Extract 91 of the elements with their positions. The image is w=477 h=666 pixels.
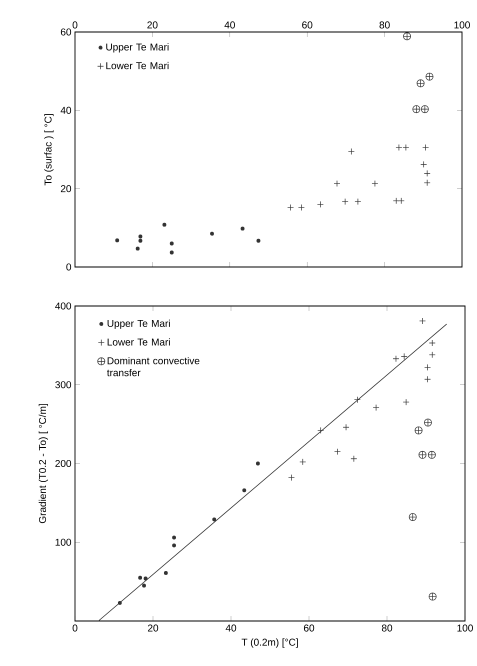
point	[396, 144, 402, 151]
point	[428, 340, 436, 346]
point	[372, 404, 380, 411]
legend-label: Dominant convective transfer	[107, 356, 200, 376]
y-tick-label: 40	[60, 106, 72, 114]
point	[354, 396, 361, 404]
point	[342, 198, 348, 205]
point	[419, 318, 426, 324]
point	[414, 426, 423, 434]
point	[138, 234, 142, 238]
point	[287, 204, 294, 211]
point	[256, 238, 260, 243]
point	[334, 180, 340, 187]
x-tick-label: 80	[382, 624, 392, 632]
point	[317, 200, 324, 208]
x-tick-label: 20	[148, 624, 158, 632]
point	[428, 450, 436, 459]
point	[422, 144, 429, 151]
point	[398, 197, 405, 204]
point	[142, 584, 146, 588]
point	[392, 197, 400, 204]
point	[426, 72, 434, 81]
point	[144, 576, 148, 580]
x-axis-title: T (0.2m) [°C]	[242, 638, 298, 648]
y-tick-label: 300	[55, 381, 72, 388]
point	[428, 592, 437, 601]
point	[288, 474, 295, 482]
legend-label: Upper Te Mari	[106, 43, 168, 53]
x-tick-label: 100	[457, 624, 473, 632]
y-axis-title: Gradient (T0.2 - To) [ °C/m]	[38, 404, 48, 524]
x-tick-label: 80	[380, 21, 390, 28]
point	[392, 355, 400, 362]
y-axis-title: To (surfac ) [ °C]	[44, 114, 54, 186]
point	[334, 448, 341, 456]
point	[242, 488, 246, 492]
point	[138, 238, 142, 243]
point	[420, 105, 429, 114]
point	[402, 398, 410, 406]
point	[424, 364, 431, 371]
point	[138, 576, 142, 580]
point	[317, 427, 324, 434]
y-tick-label: 400	[55, 302, 72, 310]
point	[416, 79, 425, 88]
x-tick-label: 100	[454, 21, 470, 28]
point	[428, 351, 436, 358]
x-tick-label: 20	[147, 21, 158, 28]
point	[256, 462, 260, 466]
y-tick-label: 100	[56, 538, 72, 546]
point	[170, 242, 174, 246]
x-tick-label: 0	[72, 624, 78, 632]
point	[342, 424, 350, 431]
point	[298, 204, 305, 211]
point	[118, 600, 122, 605]
y-tick-label: 60	[60, 28, 72, 36]
legend-label: Upper Te Mari	[108, 320, 170, 329]
point	[354, 198, 362, 205]
point	[424, 418, 432, 426]
point	[162, 222, 166, 227]
point	[424, 170, 431, 177]
point	[424, 179, 431, 186]
point	[172, 543, 176, 548]
point	[418, 450, 426, 459]
point	[164, 571, 168, 575]
point	[350, 455, 358, 462]
point	[372, 180, 378, 187]
point	[403, 32, 411, 40]
point	[408, 513, 417, 521]
point	[412, 105, 420, 114]
point	[348, 148, 355, 155]
point	[400, 353, 408, 360]
y-tick-label: 0	[66, 263, 72, 271]
point	[240, 226, 245, 231]
legend-label: Lower Te Mari	[108, 338, 170, 346]
point	[172, 536, 176, 540]
x-tick-label: 60	[302, 21, 312, 28]
y-tick-label: 20	[60, 185, 72, 192]
point	[420, 161, 428, 168]
point	[299, 458, 306, 466]
x-tick-label: 60	[304, 624, 314, 632]
x-tick-label: 40	[224, 21, 235, 28]
point	[402, 144, 410, 151]
point	[115, 238, 120, 242]
x-tick-label: 40	[226, 624, 236, 632]
x-tick-label: 0	[72, 21, 78, 28]
point	[210, 232, 214, 236]
legend-label: Lower Te Mari	[106, 62, 168, 70]
point	[212, 517, 216, 522]
point	[424, 376, 431, 383]
point	[170, 250, 174, 254]
point	[136, 246, 140, 251]
y-tick-label: 200	[55, 460, 72, 468]
